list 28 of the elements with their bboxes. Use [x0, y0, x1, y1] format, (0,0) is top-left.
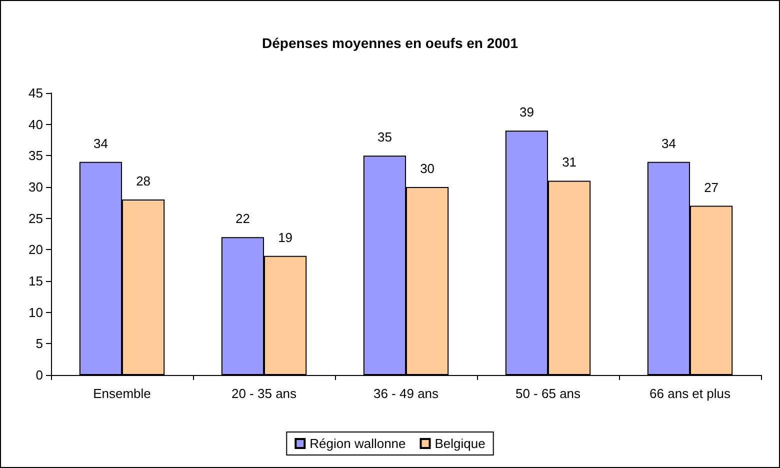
data-label: 30 — [420, 161, 435, 176]
y-tick-label: 40 — [28, 116, 43, 132]
chart-title: Dépenses moyennes en oeufs en 2001 — [262, 35, 518, 51]
legend-label: Région wallonne — [310, 436, 406, 451]
y-tick-label: 20 — [28, 242, 43, 258]
data-label: 34 — [661, 136, 676, 151]
y-tick-label: 35 — [28, 148, 43, 164]
data-label: 27 — [704, 180, 719, 195]
legend-label: Belgique — [434, 436, 486, 451]
data-label: 34 — [93, 136, 108, 151]
data-label: 35 — [377, 130, 392, 145]
y-tick-label: 0 — [36, 368, 43, 382]
y-tick-label: 30 — [28, 180, 43, 194]
y-tick-label: 15 — [28, 274, 43, 288]
data-label: 19 — [278, 230, 293, 245]
x-tick-label: 36 - 49 ans — [373, 386, 440, 401]
x-tick-label: 20 - 35 ans — [231, 386, 298, 401]
y-tick-label: 45 — [28, 86, 43, 100]
x-tick-label: Ensemble — [93, 386, 151, 401]
data-label: 28 — [136, 174, 151, 189]
y-tick-label: 25 — [28, 210, 43, 226]
y-tick-label: 5 — [36, 336, 43, 352]
data-label: 31 — [562, 154, 577, 170]
y-tick-label: 10 — [28, 304, 43, 320]
data-label: 39 — [519, 104, 534, 120]
data-label: 22 — [235, 211, 250, 226]
x-tick-label: 50 - 65 ans — [515, 386, 582, 401]
x-tick-label: 66 ans et plus — [650, 386, 731, 401]
